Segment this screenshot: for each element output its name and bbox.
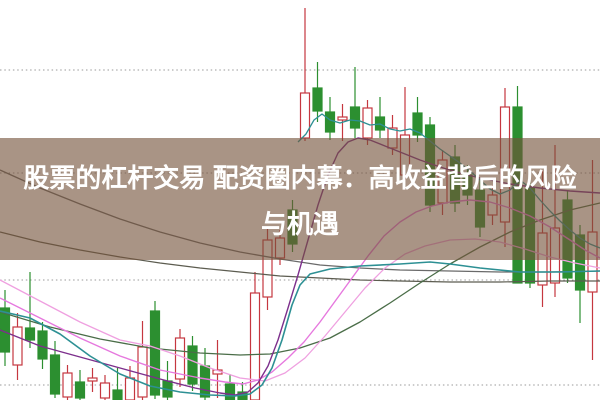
candle-up (12, 326, 23, 366)
candle-up (87, 377, 98, 382)
candle-up (124, 377, 136, 400)
candle-down (224, 383, 236, 400)
candle-up (249, 292, 261, 400)
candle-down (49, 354, 61, 395)
ma-line-teal-long (0, 261, 600, 397)
candle-down (187, 345, 198, 385)
headline-line-1: 股票的杠杆交易 配资圈内幕：高收益背后的风险 (23, 163, 577, 193)
candle-down (112, 389, 123, 400)
candle-up (137, 346, 148, 398)
candle-down (74, 381, 86, 399)
candle-down (324, 111, 336, 133)
headline-line-2: 与机遇 (260, 209, 339, 239)
candle-up (337, 116, 348, 121)
candle-down (312, 87, 323, 112)
candle-down (149, 310, 161, 396)
headline-banner: 股票的杠杆交易 配资圈内幕：高收益背后的风险 与机遇 (0, 138, 600, 260)
candle-up (62, 372, 73, 398)
candle-down (349, 106, 361, 129)
candle-down (199, 365, 211, 398)
candle-down (24, 327, 36, 341)
candle-down (412, 112, 423, 136)
candle-up (99, 382, 111, 399)
